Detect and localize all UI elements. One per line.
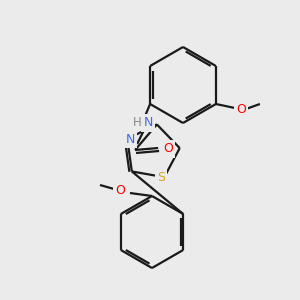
Text: O: O (115, 184, 125, 197)
Text: O: O (236, 103, 246, 116)
Text: N: N (143, 116, 153, 130)
Text: N: N (126, 134, 135, 146)
Text: H: H (133, 116, 142, 128)
Text: O: O (163, 142, 173, 155)
Text: S: S (157, 171, 165, 184)
